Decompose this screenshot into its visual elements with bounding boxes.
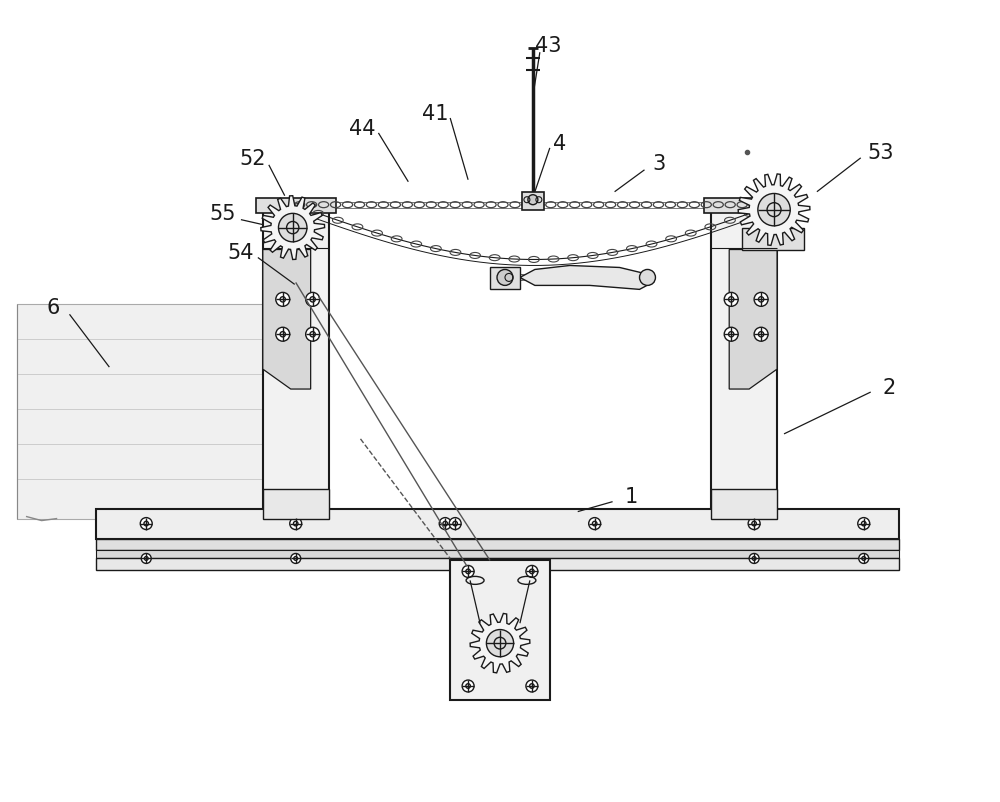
Bar [711,489,777,519]
Circle shape [859,553,869,564]
Circle shape [140,518,152,530]
Polygon shape [729,250,777,390]
Circle shape [758,194,790,227]
Circle shape [439,518,451,530]
Text: 2: 2 [882,378,895,398]
Circle shape [497,270,513,286]
Circle shape [449,518,461,530]
Circle shape [640,270,655,286]
Circle shape [858,518,870,530]
Circle shape [526,680,538,692]
Circle shape [754,328,768,342]
Bar [256,198,336,213]
Bar [742,229,804,250]
Circle shape [724,293,738,307]
Circle shape [462,680,474,692]
Circle shape [290,518,302,530]
Bar [490,268,520,290]
Circle shape [749,553,759,564]
Circle shape [306,328,320,342]
Circle shape [462,565,474,577]
Bar [96,539,899,551]
Text: 4: 4 [553,134,566,154]
Bar [96,551,899,559]
Bar [263,205,329,553]
Circle shape [486,630,514,657]
Circle shape [276,293,290,307]
Text: 44: 44 [349,119,376,139]
Circle shape [589,518,601,530]
Text: 6: 6 [47,298,60,318]
Bar [704,198,784,213]
Bar [17,305,276,519]
Polygon shape [261,196,325,260]
Text: 1: 1 [625,486,638,506]
Bar [96,559,899,571]
Circle shape [278,214,307,242]
Polygon shape [520,266,654,290]
Bar [522,192,544,210]
Bar [450,561,550,700]
Polygon shape [738,175,810,246]
Text: 54: 54 [228,242,254,262]
Circle shape [754,293,768,307]
Circle shape [724,328,738,342]
Text: 55: 55 [210,204,236,224]
Polygon shape [470,614,530,673]
Text: 53: 53 [867,143,894,163]
Text: 52: 52 [240,148,266,168]
Circle shape [528,196,538,205]
Text: 43: 43 [535,36,561,56]
Circle shape [141,553,151,564]
Circle shape [291,553,301,564]
Circle shape [526,565,538,577]
Bar [263,489,329,519]
Circle shape [276,328,290,342]
Text: 3: 3 [653,154,666,173]
Circle shape [306,293,320,307]
Text: 41: 41 [422,104,448,124]
Bar [96,509,899,539]
Circle shape [748,518,760,530]
Polygon shape [263,250,311,390]
Bar [711,205,777,553]
